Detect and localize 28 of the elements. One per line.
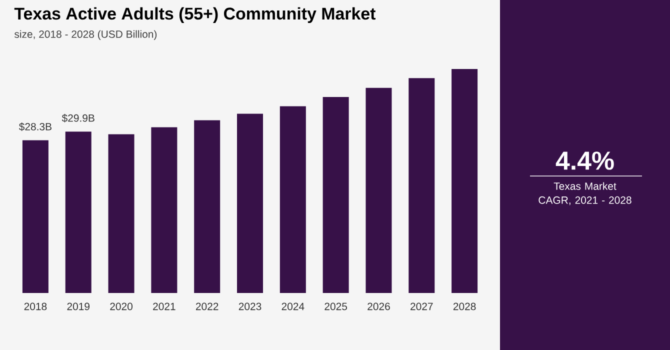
bar [366, 88, 392, 293]
bar [108, 134, 134, 293]
bar [280, 106, 306, 293]
x-tick-label: 2028 [453, 302, 476, 310]
x-tick-label: 2021 [153, 302, 176, 310]
x-tick-label: 2027 [410, 302, 433, 310]
bar [65, 132, 92, 293]
x-tick-label: 2020 [110, 302, 132, 310]
bar [452, 68, 478, 293]
bar [22, 140, 48, 293]
data-label: $29.9B [62, 114, 94, 122]
x-tick-label: 2024 [282, 302, 304, 310]
text: Texas Market CAGR, 2021 - 2028 [538, 182, 632, 206]
data-label: $28.3B [18, 122, 52, 132]
x-tick-label: 2019 [67, 302, 90, 310]
bar [194, 120, 220, 293]
text: 4.4% [556, 152, 614, 170]
chart-title: Texas Active Adults (55+) Community Market [14, 7, 376, 23]
bar [151, 127, 178, 293]
x-tick-label: 2023 [238, 302, 262, 310]
x-tick-label: 2018 [24, 302, 47, 310]
bar [408, 78, 435, 293]
chart-subtitle: size, 2018 - 2028 (USD Billion) [14, 30, 157, 40]
bar [322, 97, 349, 293]
x-tick-label: 2022 [196, 302, 218, 310]
x-tick-label: 2025 [324, 302, 348, 310]
x-tick-label: 2026 [368, 302, 390, 310]
bar [237, 114, 264, 293]
